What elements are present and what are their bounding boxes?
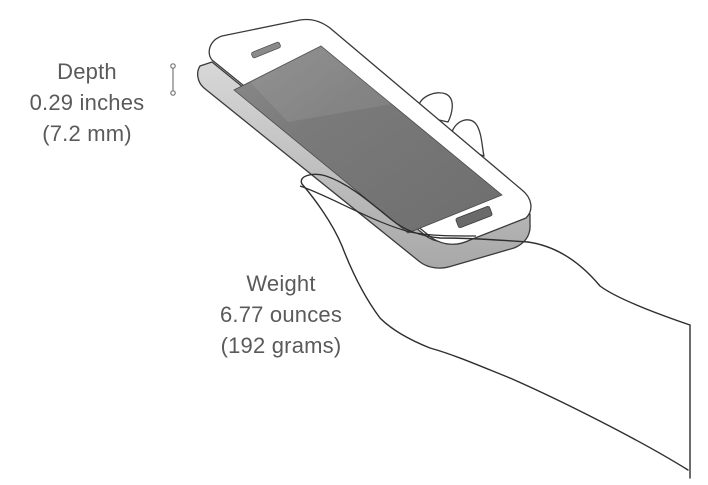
depth-spec: Depth 0.29 inches (7.2 mm)	[12, 56, 162, 149]
weight-label: Weight	[246, 271, 316, 296]
depth-marker-icon	[170, 63, 176, 96]
thumb-outline	[299, 185, 477, 237]
phone-screen	[233, 45, 503, 234]
speaker-slot	[251, 41, 281, 59]
hand-outline	[300, 173, 691, 479]
depth-imperial-value: 0.29 inches	[29, 90, 145, 115]
screen-glare	[250, 46, 392, 122]
weight-metric-value: (192 grams)	[220, 333, 342, 358]
home-button	[455, 206, 493, 228]
phone-body	[197, 18, 532, 269]
depth-label: Depth	[57, 59, 117, 84]
weight-imperial-value: 6.77 ounces	[219, 302, 343, 327]
weight-spec: Weight 6.77 ounces (192 grams)	[196, 268, 366, 361]
depth-metric-value: (7.2 mm)	[42, 121, 132, 146]
